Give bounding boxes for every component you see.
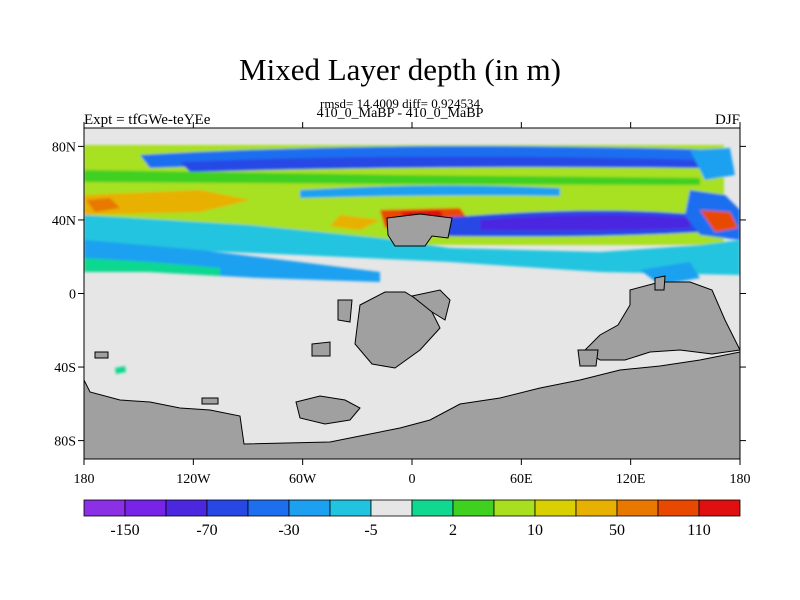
colorbar-swatch (657, 499, 700, 517)
colorbar-swatch (698, 499, 741, 517)
colorbar-swatch (575, 499, 618, 517)
colorbar-swatch (124, 499, 167, 517)
map-field (84, 128, 740, 459)
colorbar-label: 2 (449, 522, 457, 539)
colorbar-swatch (247, 499, 290, 517)
lon-tick-label: 180 (730, 472, 751, 487)
colorbar-swatch (83, 499, 126, 517)
lon-tick-label: 120W (176, 472, 211, 487)
colorbar-label: 50 (609, 522, 625, 539)
lon-tick-label: 60E (510, 472, 533, 487)
lon-tick-label: 0 (409, 472, 416, 487)
experiment-label: Expt = tfGWe-teYEe (84, 112, 211, 128)
colorbar-swatch (534, 499, 577, 517)
longitude-ticks: 180 120W 60W 0 60E 120E 180 (74, 122, 751, 487)
season-label: DJF (714, 112, 740, 128)
colorbar-swatch (206, 499, 249, 517)
land-mask (84, 213, 740, 459)
colorbar-label: -70 (196, 522, 217, 539)
lon-tick-label: 120E (616, 472, 646, 487)
latitude-ticks: 80N 40N 0 40S 80S (52, 140, 746, 450)
colorbar-swatch (493, 499, 536, 517)
colorbar-swatch (411, 499, 454, 517)
plot-title: Mixed Layer depth (in m) (239, 52, 561, 87)
colorbar-label: -30 (278, 522, 299, 539)
difference-label: 410_0_MaBP - 410_0_MaBP (316, 106, 484, 121)
colorbar-label: 10 (527, 522, 543, 539)
colorbar (83, 499, 741, 517)
lat-tick-label: 40N (52, 214, 76, 229)
colorbar-label: -150 (110, 522, 139, 539)
lat-tick-label: 0 (69, 288, 76, 303)
lon-tick-label: 180 (74, 472, 95, 487)
stats-line: rmsd= 14.4009 diff= 0.924534 (320, 96, 480, 111)
colorbar-swatch (370, 499, 413, 517)
colorbar-swatch (329, 499, 372, 517)
lat-tick-label: 80S (54, 435, 76, 450)
lon-tick-label: 60W (289, 472, 317, 487)
lat-tick-label: 80N (52, 140, 76, 155)
colorbar-swatch (288, 499, 331, 517)
colorbar-labels: -150 -70 -30 -5 2 10 50 110 (110, 522, 710, 539)
lat-tick-label: 40S (54, 361, 76, 376)
colorbar-swatch (616, 499, 659, 517)
colorbar-label: 110 (687, 522, 710, 539)
colorbar-label: -5 (364, 522, 377, 539)
colorbar-swatch (452, 499, 495, 517)
colorbar-swatch (165, 499, 208, 517)
